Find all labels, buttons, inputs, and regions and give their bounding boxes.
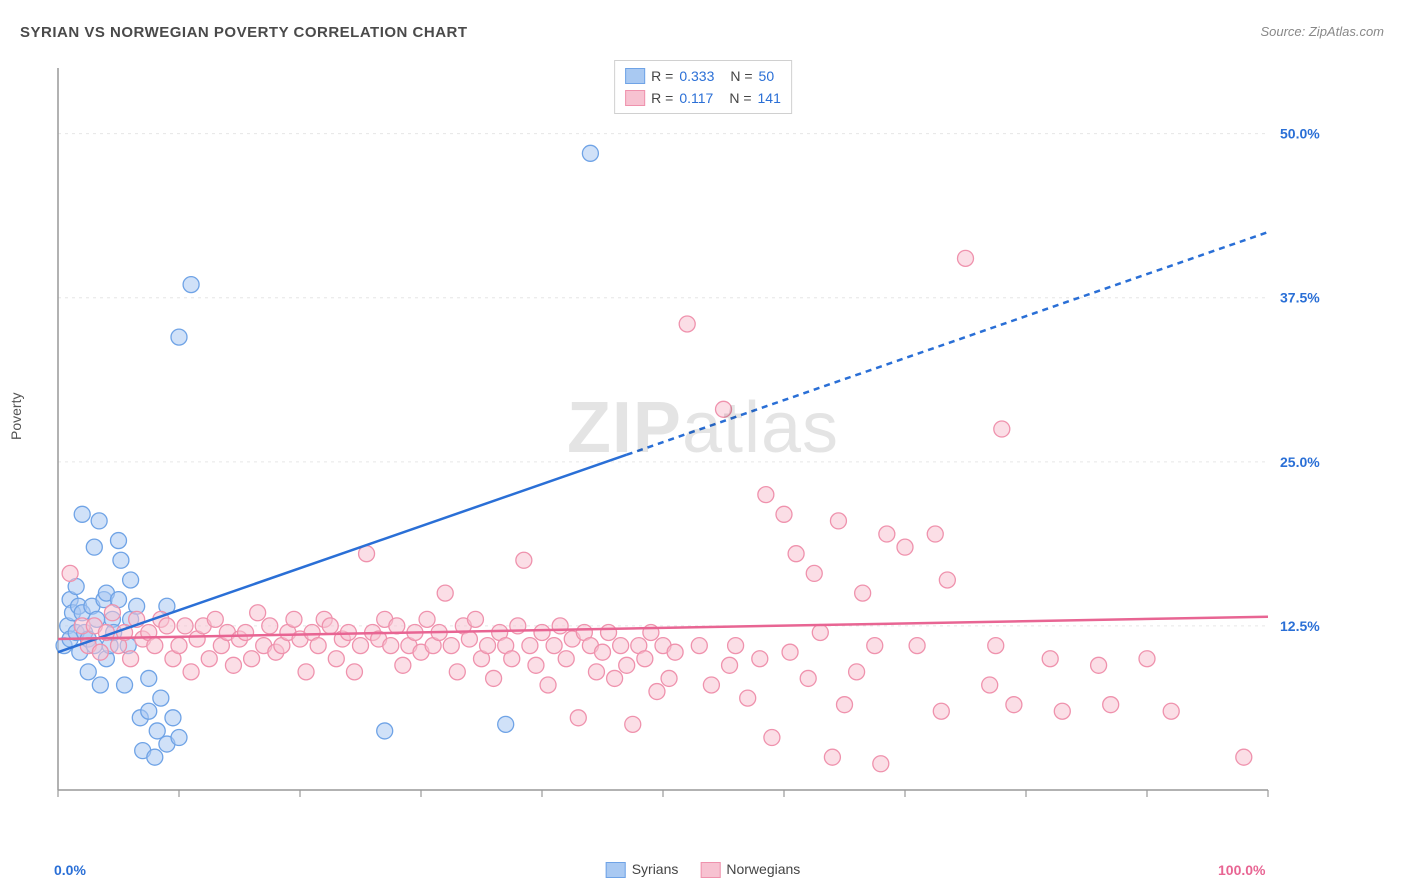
scatter-chart-svg: 12.5% 25.0% 37.5% 50.0% [48, 50, 1328, 830]
series-legend: Syrians Norwegians [606, 861, 801, 878]
legend-row-norwegians: R =0.117N =141 [625, 87, 781, 109]
x-axis-max-label: 100.0% [1218, 862, 1265, 878]
source-attribution: Source: ZipAtlas.com [1260, 24, 1384, 39]
legend-item-syrians: Syrians [606, 861, 679, 878]
svg-text:37.5%: 37.5% [1280, 290, 1320, 306]
svg-text:50.0%: 50.0% [1280, 126, 1320, 142]
x-axis-min-label: 0.0% [54, 862, 86, 878]
y-axis-label: Poverty [8, 393, 24, 440]
legend-row-syrians: R =0.333N =50 [625, 65, 781, 87]
chart-title: SYRIAN VS NORWEGIAN POVERTY CORRELATION … [20, 24, 468, 41]
legend-item-norwegians: Norwegians [700, 861, 800, 878]
correlation-legend: R =0.333N =50R =0.117N =141 [614, 60, 792, 114]
svg-text:25.0%: 25.0% [1280, 454, 1320, 470]
chart-area: 12.5% 25.0% 37.5% 50.0% [48, 50, 1328, 830]
svg-text:12.5%: 12.5% [1280, 618, 1320, 634]
